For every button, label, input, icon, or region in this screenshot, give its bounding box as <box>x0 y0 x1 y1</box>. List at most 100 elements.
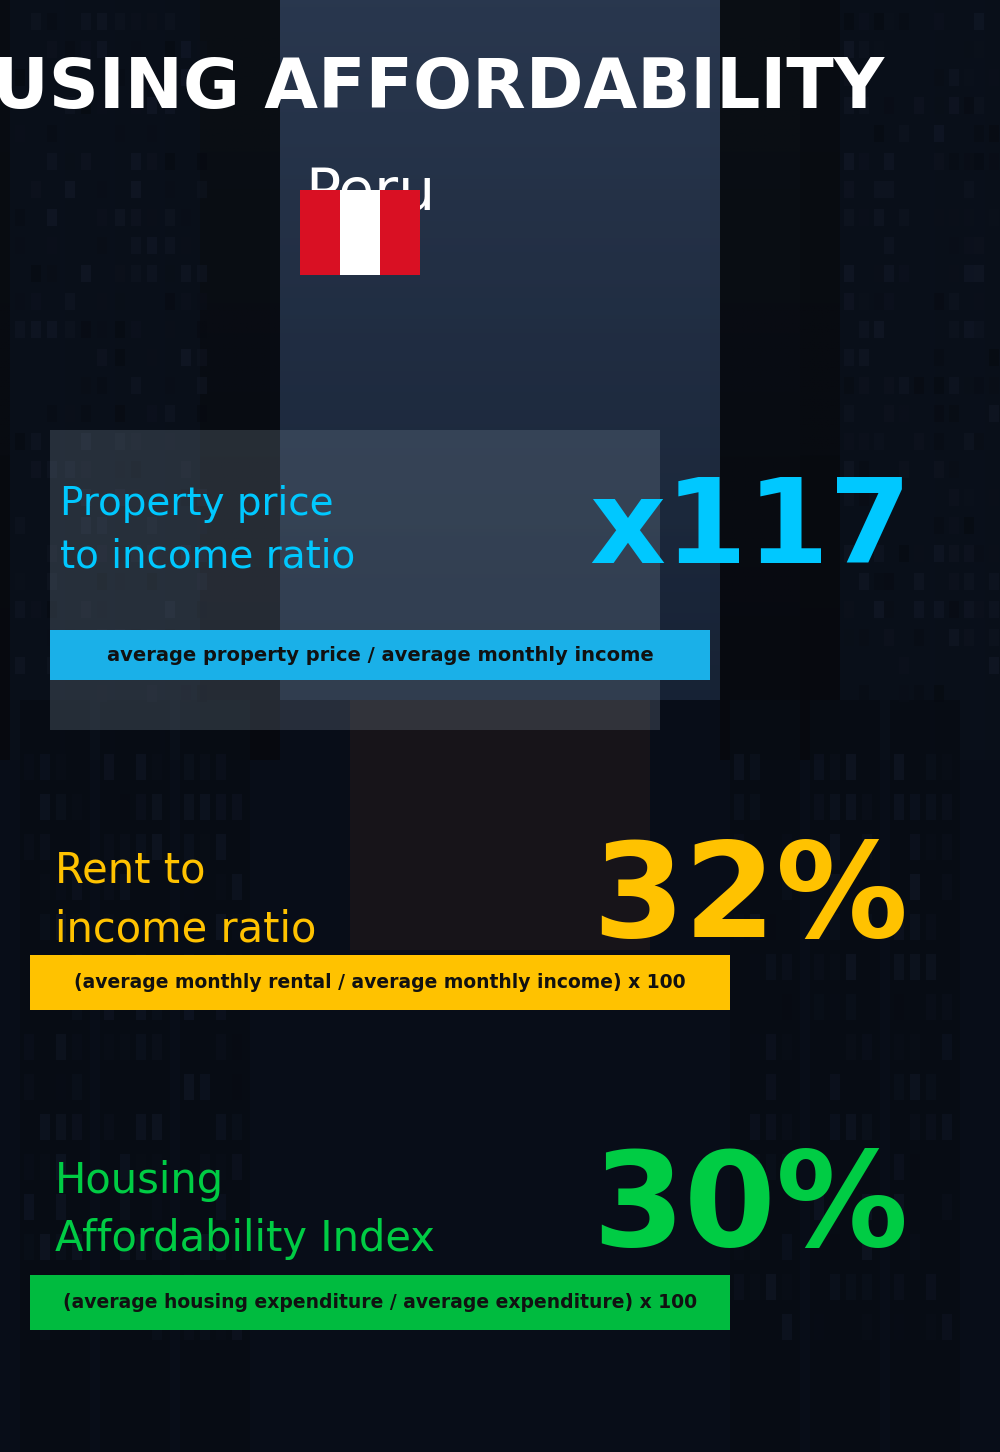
Bar <box>165 601 175 619</box>
Bar <box>197 180 207 197</box>
Bar <box>899 264 909 282</box>
Bar <box>750 1034 760 1060</box>
Bar <box>846 1034 856 1060</box>
Bar <box>814 754 824 780</box>
Bar <box>874 572 884 590</box>
Bar <box>232 874 242 900</box>
Bar <box>181 209 191 227</box>
Bar <box>115 13 125 30</box>
Bar <box>859 348 869 366</box>
Bar <box>884 152 894 170</box>
Bar <box>30 1275 730 1330</box>
Bar <box>200 1314 210 1340</box>
Bar <box>47 41 57 58</box>
Bar <box>874 292 884 309</box>
Text: (average monthly rental / average monthly income) x 100: (average monthly rental / average monthl… <box>74 973 686 992</box>
Bar <box>24 833 34 860</box>
Bar <box>926 1074 936 1101</box>
Bar <box>120 833 130 860</box>
Bar <box>24 1194 34 1220</box>
Bar <box>280 0 720 700</box>
Bar <box>131 376 141 393</box>
Bar <box>974 292 984 309</box>
Bar <box>964 41 974 58</box>
Bar <box>147 572 157 590</box>
Bar <box>942 874 952 900</box>
Bar <box>56 794 66 820</box>
Bar <box>181 433 191 450</box>
Bar <box>147 68 157 86</box>
Bar <box>926 833 936 860</box>
Bar <box>56 1114 66 1140</box>
Bar <box>72 954 82 980</box>
Text: 30%: 30% <box>592 1147 908 1273</box>
Bar <box>110 0 165 759</box>
Bar <box>56 954 66 980</box>
Bar <box>216 794 226 820</box>
Bar <box>184 1273 194 1300</box>
Bar <box>782 833 792 860</box>
Bar <box>165 209 175 227</box>
Bar <box>165 13 175 30</box>
Bar <box>232 1074 242 1101</box>
Bar <box>131 264 141 282</box>
Bar <box>964 97 974 115</box>
Bar <box>830 833 840 860</box>
Bar <box>31 292 41 309</box>
Bar <box>97 544 107 562</box>
Bar <box>914 376 924 393</box>
Bar <box>120 954 130 980</box>
Bar <box>874 544 884 562</box>
Bar <box>910 1154 920 1180</box>
Bar <box>899 405 909 423</box>
Bar <box>165 237 175 254</box>
Bar <box>181 292 191 309</box>
Bar <box>894 1194 904 1220</box>
Bar <box>934 517 944 534</box>
Text: Peru: Peru <box>305 166 435 222</box>
Bar <box>874 180 884 197</box>
Bar <box>152 1234 162 1260</box>
Bar <box>782 874 792 900</box>
Bar <box>964 152 974 170</box>
Bar <box>216 1154 226 1180</box>
Bar <box>56 1314 66 1340</box>
Bar <box>766 1074 776 1101</box>
Bar <box>910 794 920 820</box>
Bar <box>750 794 760 820</box>
Bar <box>165 629 175 646</box>
Bar <box>120 1034 130 1060</box>
Bar <box>136 1314 146 1340</box>
Bar <box>814 1154 824 1180</box>
Bar <box>899 376 909 393</box>
Bar <box>136 1234 146 1260</box>
Bar <box>136 833 146 860</box>
Bar <box>844 405 854 423</box>
Bar <box>989 488 999 505</box>
Bar <box>859 152 869 170</box>
Bar <box>782 993 792 1019</box>
Bar <box>81 460 91 478</box>
Bar <box>97 376 107 393</box>
Bar <box>964 488 974 505</box>
Bar <box>914 684 924 701</box>
Bar <box>974 376 984 393</box>
Bar <box>131 629 141 646</box>
Bar <box>97 292 107 309</box>
Bar <box>964 321 974 338</box>
Bar <box>964 237 974 254</box>
Bar <box>942 993 952 1019</box>
Bar <box>949 572 959 590</box>
Bar <box>934 376 944 393</box>
Bar <box>15 68 25 86</box>
Bar <box>184 794 194 820</box>
Bar <box>859 292 869 309</box>
Bar <box>914 433 924 450</box>
Bar <box>165 41 175 58</box>
Bar <box>926 954 936 980</box>
Bar <box>165 405 175 423</box>
Bar <box>24 1034 34 1060</box>
Bar <box>884 572 894 590</box>
Bar <box>31 68 41 86</box>
Bar <box>964 264 974 282</box>
